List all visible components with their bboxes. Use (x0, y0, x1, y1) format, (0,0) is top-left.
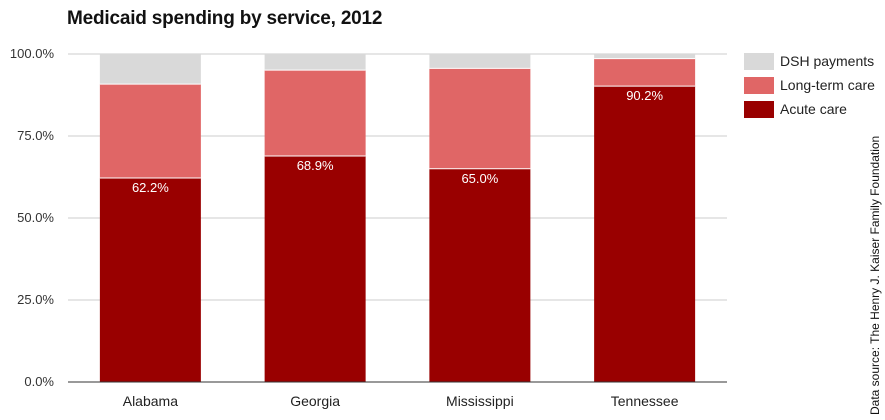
bar-dsh-payments-tennessee (594, 54, 696, 59)
data-labels: 62.2% 68.9% 65.0% 90.2% (132, 88, 664, 195)
data-label: 90.2% (626, 88, 663, 103)
legend-label: DSH payments (780, 53, 874, 69)
legend-swatch (744, 101, 774, 118)
data-label: 65.0% (461, 171, 498, 186)
legend: DSH payments Long-term care Acute care (744, 53, 875, 118)
y-tick-label: 50.0% (17, 210, 54, 225)
y-tick-label: 0.0% (24, 374, 54, 389)
bars (99, 54, 696, 383)
bar-long-term-care-mississippi (429, 68, 531, 169)
data-label: 68.9% (297, 158, 334, 173)
legend-swatch (744, 53, 774, 70)
bar-dsh-payments-mississippi (429, 54, 531, 69)
bar-dsh-payments-georgia (264, 54, 366, 71)
bar-acute-care-georgia (264, 156, 366, 382)
x-tick-label: Georgia (290, 393, 340, 409)
bar-acute-care-alabama (99, 177, 201, 382)
x-tick-label: Alabama (123, 393, 178, 409)
x-tick-label: Mississippi (446, 393, 514, 409)
data-label: 62.2% (132, 180, 169, 195)
legend-swatch (744, 77, 774, 94)
y-tick-label: 75.0% (17, 128, 54, 143)
bar-acute-care-tennessee (594, 86, 696, 383)
bar-acute-care-mississippi (429, 168, 531, 382)
bar-long-term-care-georgia (264, 70, 366, 157)
x-tick-label: Tennessee (611, 393, 679, 409)
y-tick-label: 25.0% (17, 292, 54, 307)
legend-label: Acute care (780, 101, 847, 117)
chart-title: Medicaid spending by service, 2012 (67, 8, 383, 29)
source-note: Data source: The Henry J. Kaiser Family … (868, 135, 882, 415)
bar-long-term-care-alabama (99, 84, 201, 178)
legend-label: Long-term care (780, 77, 875, 93)
axes: 0.0% 25.0% 50.0% 75.0% 100.0% Alabama Georgia M… (10, 46, 727, 409)
y-tick-label: 100.0% (10, 46, 55, 61)
bar-long-term-care-tennessee (594, 58, 696, 87)
bar-dsh-payments-alabama (99, 54, 201, 85)
